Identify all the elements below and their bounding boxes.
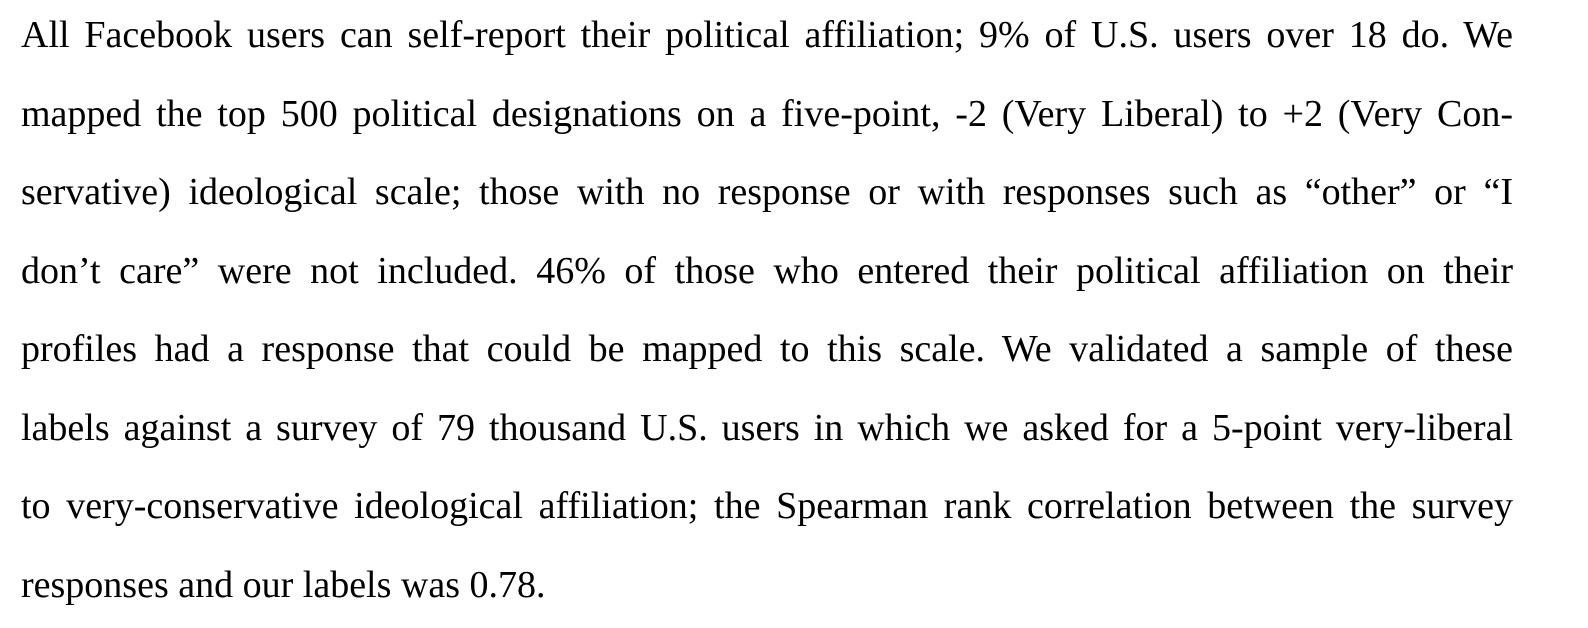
paragraph-line-4: don’t care” were not included. 46% of th… [21, 236, 1513, 315]
paragraph-line-5: profiles had a response that could be ma… [21, 314, 1513, 393]
paragraph-line-6: labels against a survey of 79 thousand U… [21, 393, 1513, 472]
paragraph-line-7: to very-conservative ideological affilia… [21, 471, 1513, 550]
paragraph-line-8: responses and our labels was 0.78. [21, 550, 1513, 628]
body-paragraph: All Facebook users can self-report their… [21, 0, 1513, 628]
paragraph-line-3: servative) ideological scale; those with… [21, 157, 1513, 236]
paragraph-line-1: All Facebook users can self-report their… [21, 0, 1513, 79]
paragraph-line-2: mapped the top 500 political designation… [21, 79, 1513, 158]
